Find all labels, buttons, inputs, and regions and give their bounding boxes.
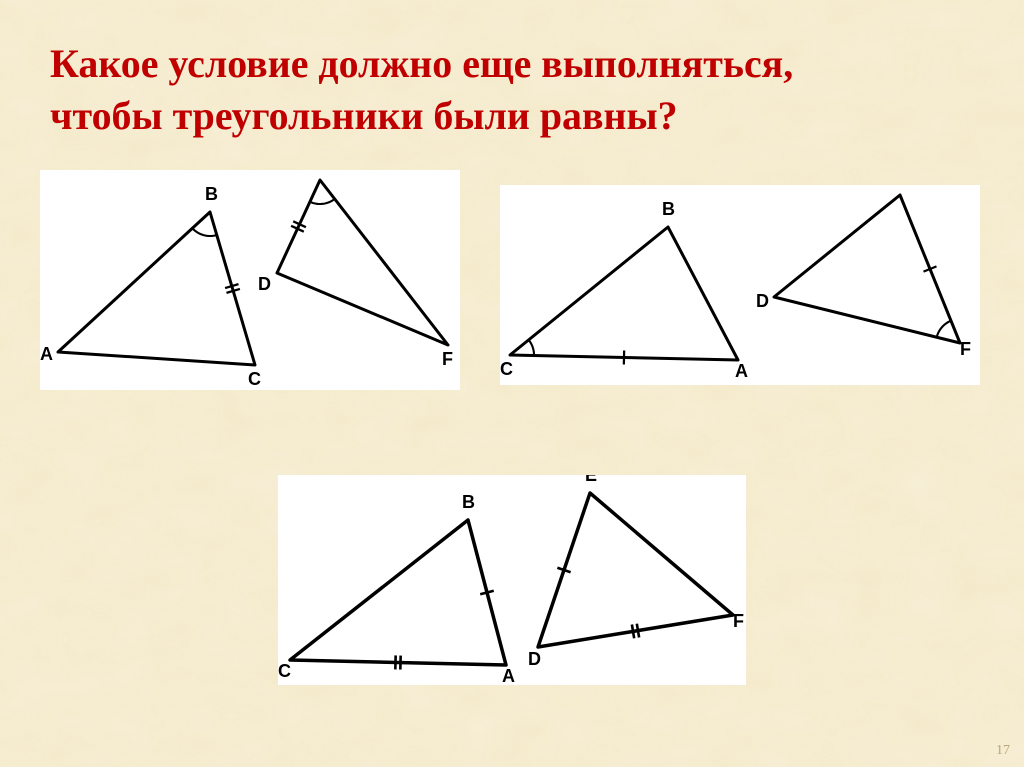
- svg-text:E: E: [585, 475, 597, 485]
- svg-text:D: D: [756, 291, 769, 311]
- svg-text:B: B: [662, 199, 675, 219]
- question-title: Какое условие должно еще выполняться, чт…: [50, 38, 974, 142]
- svg-text:E: E: [315, 170, 327, 174]
- svg-text:A: A: [502, 666, 515, 685]
- svg-text:A: A: [735, 361, 748, 381]
- svg-text:F: F: [733, 611, 744, 631]
- title-line1: Какое условие должно еще выполняться,: [50, 41, 793, 86]
- diagram-top-left: A B C D E F: [40, 170, 460, 390]
- svg-text:D: D: [528, 649, 541, 669]
- diagram-top-right: C B A D E F: [500, 185, 980, 385]
- title-line2: чтобы треугольники были равны?: [50, 93, 678, 138]
- svg-text:C: C: [248, 369, 261, 389]
- svg-text:D: D: [258, 274, 271, 294]
- diagram-bottom: C B AD E F: [278, 475, 746, 685]
- svg-text:E: E: [898, 185, 910, 189]
- svg-text:C: C: [500, 359, 513, 379]
- svg-text:F: F: [442, 349, 453, 369]
- svg-text:A: A: [40, 344, 53, 364]
- svg-text:F: F: [960, 339, 971, 359]
- svg-text:B: B: [462, 492, 475, 512]
- svg-text:C: C: [278, 661, 291, 681]
- page-number: 17: [996, 743, 1010, 759]
- svg-text:B: B: [205, 184, 218, 204]
